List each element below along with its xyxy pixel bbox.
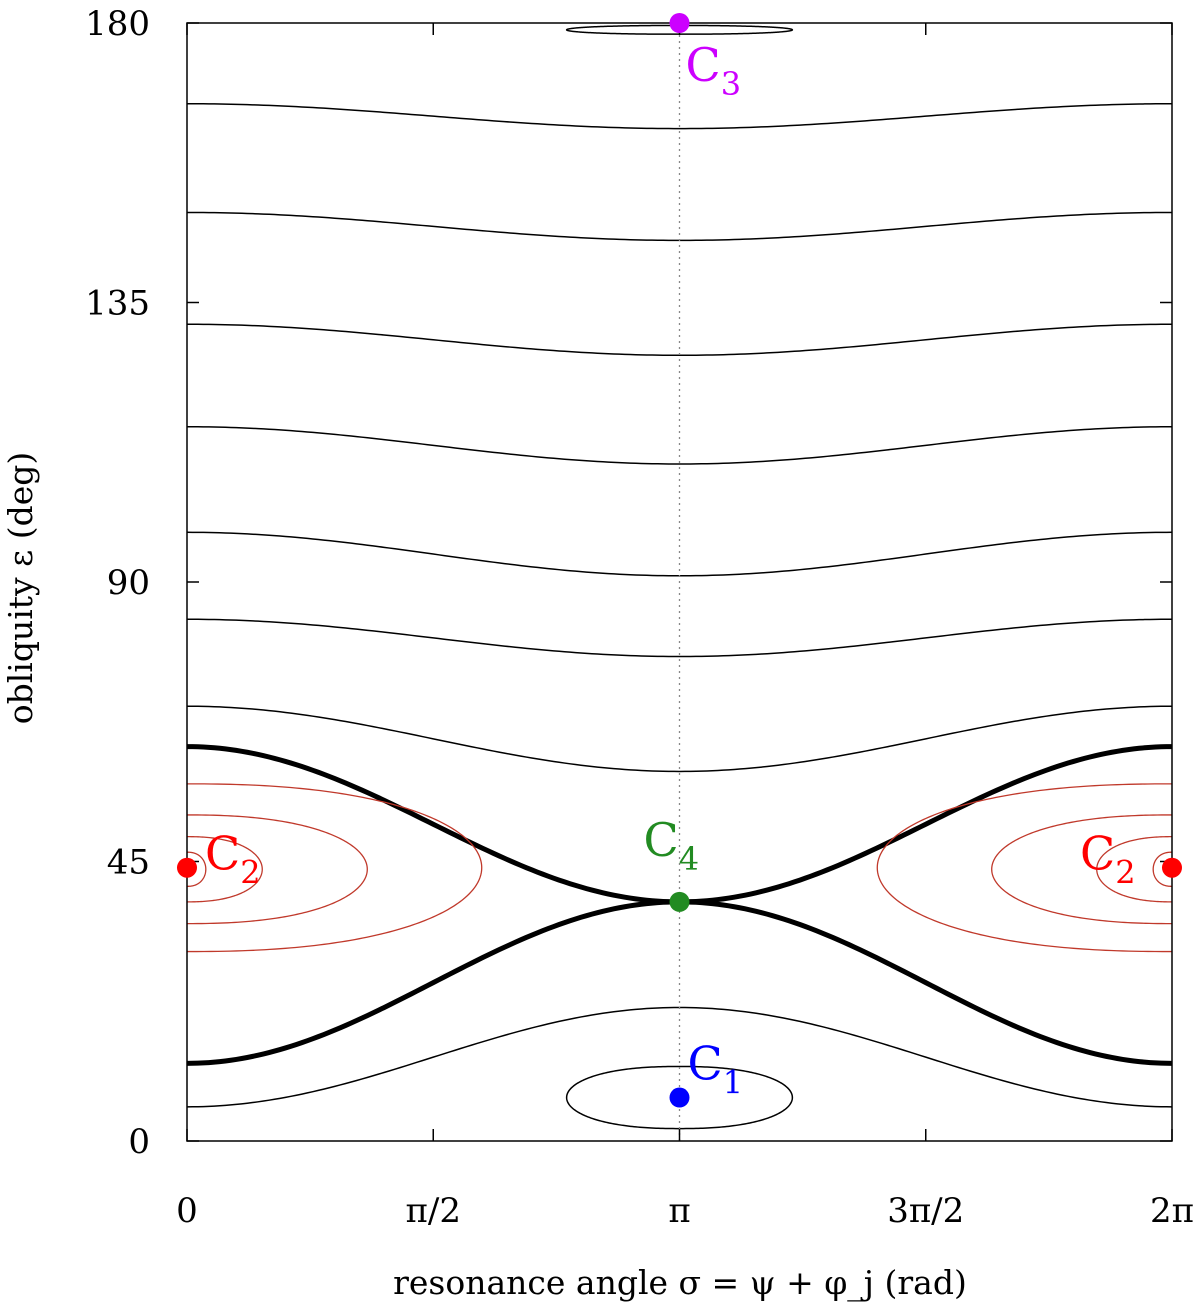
c2-libration-curve-4-right (1152, 851, 1172, 887)
y-tick-label: 90 (107, 563, 150, 603)
cassini-state-subscript: 4 (679, 840, 699, 878)
cassini-state-subscript: 1 (723, 1064, 743, 1102)
c2-libration-curve-3-right (1096, 836, 1172, 903)
y-tick-label: 0 (128, 1122, 150, 1162)
x-tick-label: π/2 (406, 1191, 461, 1231)
cassini-state-letter: C (686, 38, 721, 92)
cassini-state-c2-label: C2 (205, 827, 261, 892)
cassini-state-letter: C (688, 1037, 723, 1091)
cassini-state-letter: C (205, 827, 240, 881)
cassini-state-c1-label: C1 (688, 1037, 744, 1102)
c2-libration-curve-1-right (876, 783, 1172, 953)
tick-labels: 0 π/2 π 3π/2 2π 0 45 90 135 180 (85, 4, 1194, 1231)
x-tick-label: 0 (176, 1191, 198, 1231)
circulation-curve-3 (186, 323, 1173, 357)
cassini-state-c2-label: C2 (1080, 827, 1136, 892)
c2-libration-curve-1-left (187, 783, 483, 953)
circulation-curve-4 (186, 425, 1173, 465)
cassini-state-subscript: 3 (721, 65, 741, 103)
cassini-state-c3-label: C3 (686, 38, 742, 103)
trajectory-curves (186, 24, 1173, 1130)
cassini-state-subscript: 2 (240, 854, 260, 892)
separatrix-upper-branch (186, 744, 1173, 905)
circulation-curve-7 (186, 705, 1173, 773)
x-tick-label: 3π/2 (887, 1191, 964, 1231)
y-axis-title: obliquity ε (deg) (1, 452, 40, 725)
y-tick-label: 180 (85, 4, 150, 44)
cassini-state-subscript: 2 (1115, 854, 1135, 892)
c2-libration-curve-2-right (991, 814, 1172, 925)
cassini-state-c3-marker (669, 13, 690, 33)
circulation-curve-1 (186, 102, 1173, 130)
x-axis-title: resonance angle σ = ψ + φ_j (rad) (393, 1263, 967, 1303)
cassini-state-markers (177, 13, 1182, 1108)
cassini-state-letter: C (644, 813, 679, 867)
cassini-state-c4-label: C4 (644, 813, 700, 878)
c2-libration-curve-4-left (187, 851, 207, 887)
y-tick-label: 45 (107, 843, 150, 883)
c2-libration-curve-3-left (187, 836, 263, 903)
cassini-state-c2-marker (177, 857, 197, 878)
x-tick-label: π (668, 1191, 690, 1231)
cassini-state-letter: C (1080, 827, 1115, 881)
x-tick-label: 2π (1150, 1191, 1194, 1231)
circulation-curve-6 (186, 618, 1173, 658)
separatrix-lower-branch (186, 899, 1173, 1066)
c2-libration-curve-2-left (187, 814, 368, 925)
y-tick-label: 135 (85, 284, 150, 324)
cassini-state-c4-marker (669, 891, 690, 912)
cassini-state-c1-marker (669, 1087, 690, 1108)
cassini-state-c2-marker (1162, 857, 1182, 878)
